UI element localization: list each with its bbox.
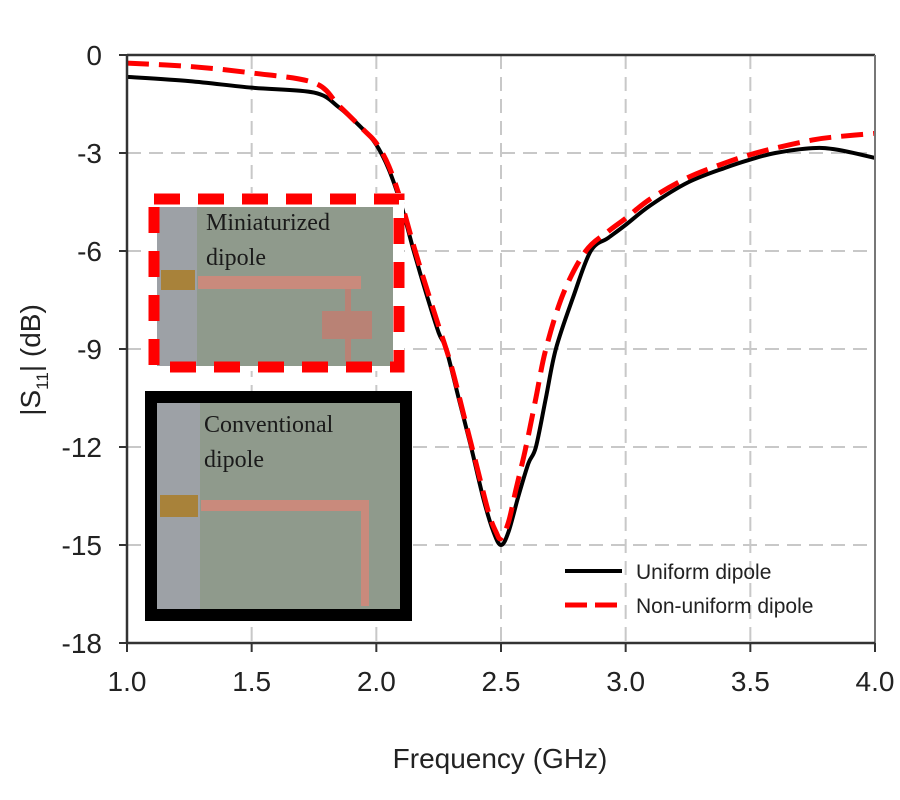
x-tick-label: 3.5 bbox=[731, 666, 770, 697]
inset-conv-trace bbox=[201, 500, 369, 511]
y-axis-title-tail: | (dB) bbox=[15, 304, 46, 372]
inset-mini-stub-lower bbox=[345, 339, 351, 361]
x-tick-label: 2.5 bbox=[482, 666, 521, 697]
legend: Uniform dipole Non-uniform dipole bbox=[565, 561, 813, 618]
y-tick-label: -18 bbox=[62, 628, 102, 659]
inset-miniaturized-dipole: Miniaturized dipole bbox=[148, 193, 405, 373]
legend-label-uniform: Uniform dipole bbox=[636, 561, 771, 584]
inset-conv-connector bbox=[160, 495, 198, 517]
svg-text:|S11| (dB): |S11| (dB) bbox=[15, 304, 52, 416]
x-tick-label: 1.5 bbox=[232, 666, 271, 697]
y-axis-title: |S11| (dB) bbox=[15, 304, 52, 416]
x-tick-label: 3.0 bbox=[606, 666, 645, 697]
inset-mini-frame bbox=[148, 193, 405, 373]
x-tick-label: 1.0 bbox=[108, 666, 147, 697]
x-tick-label: 2.0 bbox=[357, 666, 396, 697]
inset-mini-connector bbox=[161, 270, 195, 290]
y-axis-title-main: |S bbox=[15, 390, 46, 416]
inset-mini-stub bbox=[345, 289, 351, 311]
y-tick-label: -15 bbox=[62, 530, 102, 561]
x-axis-title: Frequency (GHz) bbox=[393, 743, 608, 774]
y-tick-label: -3 bbox=[77, 138, 102, 169]
tick-labels: 1.0 1.5 2.0 2.5 3.0 3.5 4.0 0 -3 -6 -9 -12 -15 -18 bbox=[62, 40, 895, 697]
inset-conv-arm bbox=[361, 500, 369, 606]
inset-conv-label-2: dipole bbox=[204, 447, 264, 473]
y-tick-label: -12 bbox=[62, 432, 102, 463]
inset-conventional-dipole: Conventional dipole bbox=[145, 391, 412, 621]
y-tick-label: -9 bbox=[77, 334, 102, 365]
inset-mini-label-1: Miniaturized bbox=[206, 210, 330, 236]
inset-mini-trace bbox=[198, 276, 361, 289]
series-line-non-uniform-dipole bbox=[126, 60, 876, 542]
series-layer bbox=[126, 60, 876, 547]
inset-mini-label-2: dipole bbox=[206, 245, 266, 271]
y-tick-label: -6 bbox=[77, 236, 102, 267]
x-tick-label: 4.0 bbox=[856, 666, 895, 697]
inset-mini-meander bbox=[322, 311, 372, 339]
inset-conv-label-1: Conventional bbox=[204, 412, 334, 438]
axes bbox=[119, 53, 876, 652]
y-axis-title-sub: 11 bbox=[33, 372, 52, 390]
legend-label-non-uniform: Non-uniform dipole bbox=[636, 595, 813, 618]
y-tick-label: 0 bbox=[86, 40, 102, 71]
